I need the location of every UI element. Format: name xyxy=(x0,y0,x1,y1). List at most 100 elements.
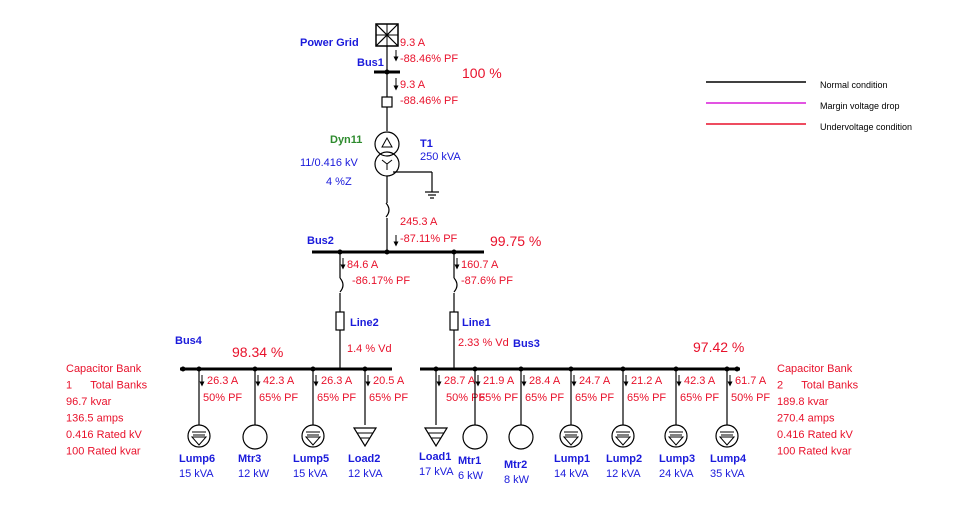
load-pf: 65% PF xyxy=(627,392,666,404)
load-lump1[interactable]: 24.7 A 65% PF Lump1 14 kVA xyxy=(554,366,614,481)
load-rating: 24 kVA xyxy=(659,468,694,480)
load-rating: 35 kVA xyxy=(710,468,745,480)
load-name: Load2 xyxy=(348,453,380,465)
load-pf: 65% PF xyxy=(369,392,408,404)
line2-vd: 1.4 % Vd xyxy=(347,343,392,355)
line2-icon[interactable] xyxy=(335,311,345,331)
bus2-in-pf: -87.11% PF xyxy=(400,233,458,245)
load-mtr2[interactable]: 28.4 A 65% PF Mtr2 8 kW xyxy=(504,366,564,487)
legend-label: Undervoltage condition xyxy=(820,122,912,132)
load-lump3[interactable]: 42.3 A 65% PF Lump3 24 kVA xyxy=(659,366,719,481)
capacitor-bank-line: 0.416 Rated kV xyxy=(66,429,142,441)
load-rating: 12 kVA xyxy=(606,468,641,480)
motor-icon xyxy=(462,424,488,450)
line1-icon[interactable] xyxy=(449,311,459,331)
bus4-label: Bus4 xyxy=(175,335,203,347)
lump-load-icon xyxy=(301,424,325,448)
transformer-vector-group: Dyn11 xyxy=(330,134,362,146)
breaker-icon[interactable] xyxy=(381,96,393,108)
load-pf: 65% PF xyxy=(479,392,518,404)
load-name: Lump3 xyxy=(659,453,695,465)
power-grid-label: Power Grid xyxy=(300,37,359,49)
capacitor-bank-line: 136.5 amps xyxy=(66,413,124,425)
static-load-icon xyxy=(424,427,448,447)
capacitor-bank-line: 96.7 kvar xyxy=(66,396,112,408)
load-current: 28.4 A xyxy=(529,375,561,387)
capacitor-bank-line: 1 Total Banks xyxy=(66,380,148,392)
load-rating: 17 kVA xyxy=(419,466,454,478)
load-current: 42.3 A xyxy=(684,375,716,387)
load-lump4[interactable]: 61.7 A 50% PF Lump4 35 kVA xyxy=(710,366,770,481)
capacitor-bank-right[interactable]: Capacitor Bank 2 Total Banks 189.8 kvar 270… xyxy=(734,363,859,458)
line2-label: Line2 xyxy=(350,317,379,329)
load-pf: 65% PF xyxy=(680,392,719,404)
bus2-voltage: 99.75 % xyxy=(490,233,541,249)
bus1-pf: -88.46% PF xyxy=(400,95,458,107)
bus3-label: Bus3 xyxy=(513,338,540,350)
load-name: Lump2 xyxy=(606,453,642,465)
load-name: Mtr2 xyxy=(504,459,527,471)
load-mtr1[interactable]: 21.9 A 65% PF Mtr1 6 kW xyxy=(458,366,518,483)
capacitor-bank-line: 100 Rated kvar xyxy=(777,446,852,458)
load-rating: 8 kW xyxy=(504,474,530,486)
load-name: Lump1 xyxy=(554,453,590,465)
load-rating: 15 kVA xyxy=(179,468,214,480)
lump-load-icon xyxy=(187,424,211,448)
static-load-icon xyxy=(353,427,377,447)
load-current: 21.9 A xyxy=(483,375,515,387)
transformer-impedance: 4 %Z xyxy=(326,176,352,188)
motor-icon xyxy=(508,424,534,450)
power-grid-source[interactable] xyxy=(375,23,399,47)
load-current: 21.2 A xyxy=(631,375,663,387)
load-current: 26.3 A xyxy=(321,375,353,387)
load-name: Mtr3 xyxy=(238,453,261,465)
capacitor-bank-line: Capacitor Bank xyxy=(66,363,142,375)
load-mtr3[interactable]: 42.3 A 65% PF Mtr3 12 kW xyxy=(238,366,298,481)
legend-label: Margin voltage drop xyxy=(820,101,900,111)
transformer-name: T1 xyxy=(420,138,433,150)
load-rating: 14 kVA xyxy=(554,468,589,480)
bus3-voltage: 97.42 % xyxy=(693,339,744,355)
grid-pf: -88.46% PF xyxy=(400,53,458,65)
load-lump6[interactable]: 26.3 A 50% PF Lump6 15 kVA xyxy=(179,366,242,481)
load-current: 24.7 A xyxy=(579,375,611,387)
lump-load-icon xyxy=(559,424,583,448)
ground-icon xyxy=(425,191,439,199)
load-load2[interactable]: 20.5 A 65% PF Load2 12 kVA xyxy=(348,366,408,481)
load-lump2[interactable]: 21.2 A 65% PF Lump2 12 kVA xyxy=(606,366,666,481)
load-current: 26.3 A xyxy=(207,375,239,387)
bus2-in-current: 245.3 A xyxy=(400,216,438,228)
load-name: Lump6 xyxy=(179,453,215,465)
transformer-kva: 250 kVA xyxy=(420,151,461,163)
motor-icon xyxy=(242,424,268,450)
bus1-voltage: 100 % xyxy=(462,65,502,81)
bus4-voltage: 98.34 % xyxy=(232,344,283,360)
capacitor-bank-line: 0.416 Rated kV xyxy=(777,429,853,441)
legend-label: Normal condition xyxy=(820,80,888,90)
right-feeder-pf: -87.6% PF xyxy=(461,275,513,287)
load-rating: 12 kVA xyxy=(348,468,383,480)
capacitor-bank-left[interactable]: Capacitor Bank 1 Total Banks 96.7 kvar 136.… xyxy=(66,363,186,458)
line1-label: Line1 xyxy=(462,317,491,329)
load-current: 42.3 A xyxy=(263,375,295,387)
left-feeder-pf: -86.17% PF xyxy=(352,275,410,287)
lump-load-icon xyxy=(611,424,635,448)
load-lump5[interactable]: 26.3 A 65% PF Lump5 15 kVA xyxy=(293,366,356,481)
transformer-icon[interactable] xyxy=(374,131,400,177)
load-pf: 50% PF xyxy=(203,392,242,404)
capacitor-bank-line: 100 Rated kvar xyxy=(66,446,141,458)
load-pf: 50% PF xyxy=(731,392,770,404)
load-current: 61.7 A xyxy=(735,375,767,387)
cable-icon xyxy=(385,202,390,218)
load-name: Load1 xyxy=(419,451,451,463)
lump-load-icon xyxy=(664,424,688,448)
load-rating: 15 kVA xyxy=(293,468,328,480)
load-pf: 65% PF xyxy=(259,392,298,404)
load-pf: 65% PF xyxy=(575,392,614,404)
load-current: 20.5 A xyxy=(373,375,405,387)
transformer-voltage: 11/0.416 kV xyxy=(300,157,359,169)
load-name: Lump4 xyxy=(710,453,747,465)
load-rating: 6 kW xyxy=(458,470,484,482)
load-pf: 65% PF xyxy=(525,392,564,404)
